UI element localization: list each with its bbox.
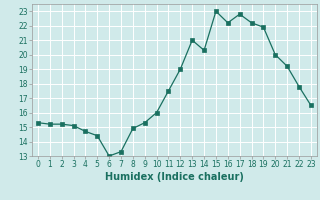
X-axis label: Humidex (Indice chaleur): Humidex (Indice chaleur): [105, 172, 244, 182]
